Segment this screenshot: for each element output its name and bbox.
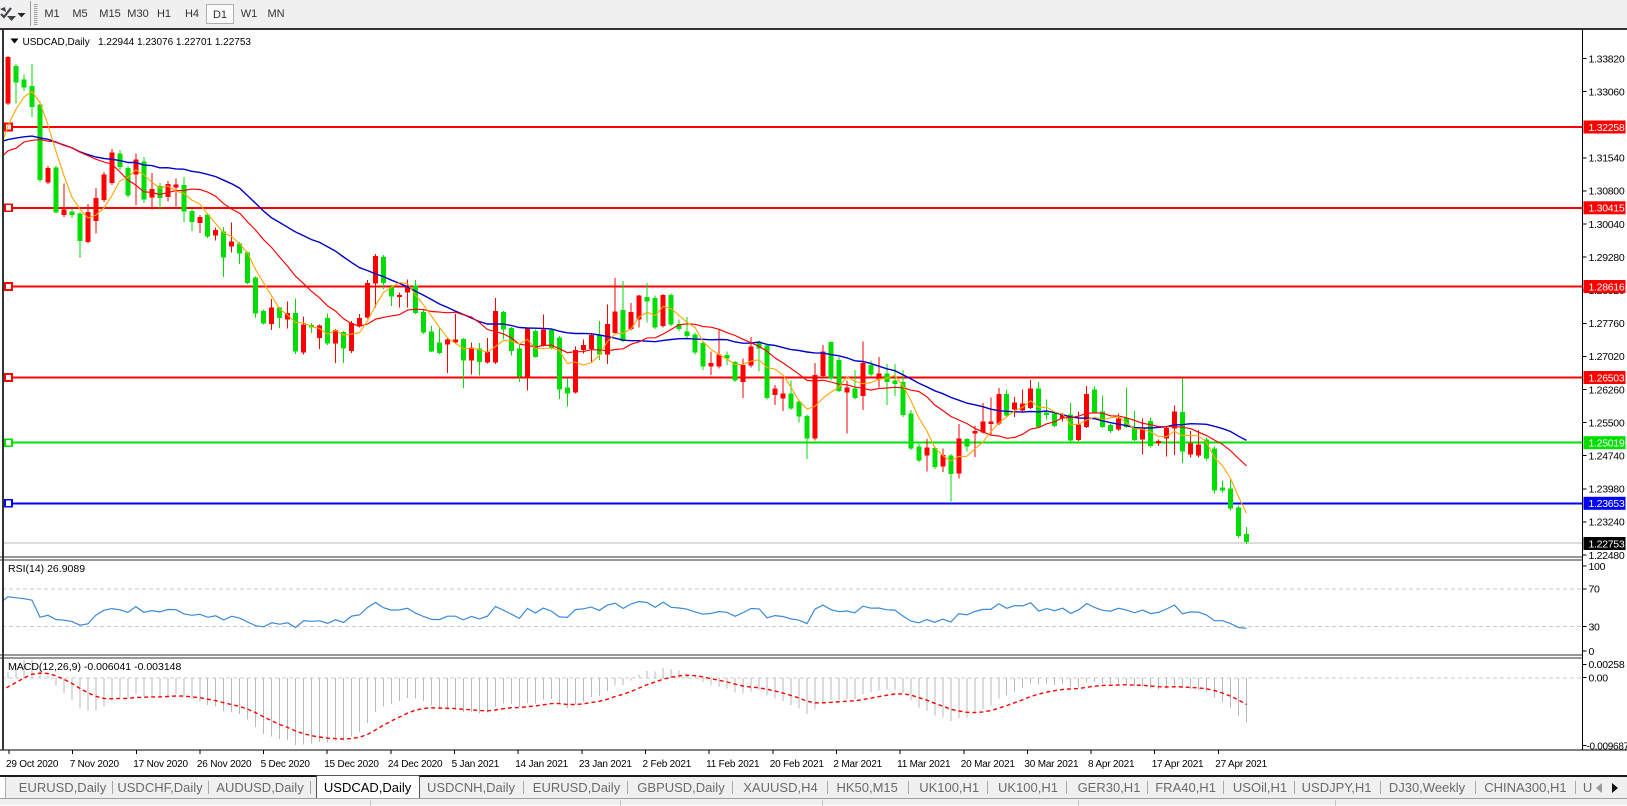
svg-text:-0.009687: -0.009687 bbox=[1587, 742, 1627, 753]
svg-text:29 Oct 2020: 29 Oct 2020 bbox=[6, 759, 59, 770]
svg-text:1.25500: 1.25500 bbox=[1589, 417, 1625, 429]
svg-text:0.00: 0.00 bbox=[1589, 672, 1609, 684]
svg-text:26 Nov 2020: 26 Nov 2020 bbox=[197, 759, 252, 770]
svg-text:1.23653: 1.23653 bbox=[1589, 498, 1625, 510]
svg-text:1.23980: 1.23980 bbox=[1589, 484, 1625, 496]
svg-text:70: 70 bbox=[1589, 584, 1601, 596]
svg-text:15 Dec 2020: 15 Dec 2020 bbox=[324, 759, 379, 770]
svg-text:2 Mar 2021: 2 Mar 2021 bbox=[833, 759, 882, 770]
svg-text:1.25019: 1.25019 bbox=[1589, 438, 1625, 450]
svg-text:1.31540: 1.31540 bbox=[1589, 153, 1625, 165]
svg-text:RSI(14) 26.9089: RSI(14) 26.9089 bbox=[8, 563, 85, 575]
svg-text:11 Mar 2021: 11 Mar 2021 bbox=[897, 759, 951, 770]
svg-text:30: 30 bbox=[1589, 621, 1601, 633]
svg-text:5 Jan 2021: 5 Jan 2021 bbox=[452, 759, 500, 770]
svg-text:17 Apr 2021: 17 Apr 2021 bbox=[1152, 759, 1204, 770]
svg-text:0.00258: 0.00258 bbox=[1589, 659, 1625, 671]
svg-text:1.32258: 1.32258 bbox=[1589, 122, 1625, 134]
svg-text:1.27760: 1.27760 bbox=[1589, 318, 1625, 330]
svg-text:100: 100 bbox=[1589, 561, 1606, 573]
svg-text:1.23240: 1.23240 bbox=[1589, 517, 1625, 529]
svg-text:23 Jan 2021: 23 Jan 2021 bbox=[579, 759, 632, 770]
svg-text:0: 0 bbox=[1589, 646, 1595, 658]
svg-text:5 Dec 2020: 5 Dec 2020 bbox=[261, 759, 311, 770]
svg-text:7 Nov 2020: 7 Nov 2020 bbox=[70, 759, 120, 770]
svg-text:1.27020: 1.27020 bbox=[1589, 351, 1625, 363]
svg-text:1.33820: 1.33820 bbox=[1589, 53, 1625, 65]
svg-text:2 Feb 2021: 2 Feb 2021 bbox=[643, 759, 692, 770]
svg-text:1.28616: 1.28616 bbox=[1589, 281, 1625, 293]
svg-text:11 Feb 2021: 11 Feb 2021 bbox=[706, 759, 760, 770]
svg-text:1.33060: 1.33060 bbox=[1589, 86, 1625, 98]
svg-text:14 Jan 2021: 14 Jan 2021 bbox=[515, 759, 568, 770]
svg-text:MACD(12,26,9) -0.006041 -0.003: MACD(12,26,9) -0.006041 -0.003148 bbox=[8, 661, 182, 673]
svg-text:1.26503: 1.26503 bbox=[1589, 372, 1625, 384]
svg-text:1.30415: 1.30415 bbox=[1589, 203, 1625, 215]
svg-text:17 Nov 2020: 17 Nov 2020 bbox=[133, 759, 188, 770]
svg-text:8 Apr 2021: 8 Apr 2021 bbox=[1088, 759, 1135, 770]
svg-text:USDCAD,Daily 1.22944 1.23076: USDCAD,Daily 1.22944 1.23076 1.22701 1.2… bbox=[23, 37, 252, 48]
svg-text:1.24740: 1.24740 bbox=[1589, 451, 1625, 463]
svg-text:1.29280: 1.29280 bbox=[1589, 252, 1625, 264]
svg-text:30 Mar 2021: 30 Mar 2021 bbox=[1024, 759, 1079, 770]
svg-text:24 Dec 2020: 24 Dec 2020 bbox=[388, 759, 443, 770]
svg-text:1.22753: 1.22753 bbox=[1589, 538, 1625, 550]
svg-text:1.30040: 1.30040 bbox=[1589, 219, 1625, 231]
svg-text:20 Feb 2021: 20 Feb 2021 bbox=[770, 759, 825, 770]
svg-text:20 Mar 2021: 20 Mar 2021 bbox=[961, 759, 1016, 770]
svg-text:1.26260: 1.26260 bbox=[1589, 384, 1625, 396]
svg-text:1.30800: 1.30800 bbox=[1589, 186, 1625, 198]
svg-text:27 Apr 2021: 27 Apr 2021 bbox=[1215, 759, 1267, 770]
